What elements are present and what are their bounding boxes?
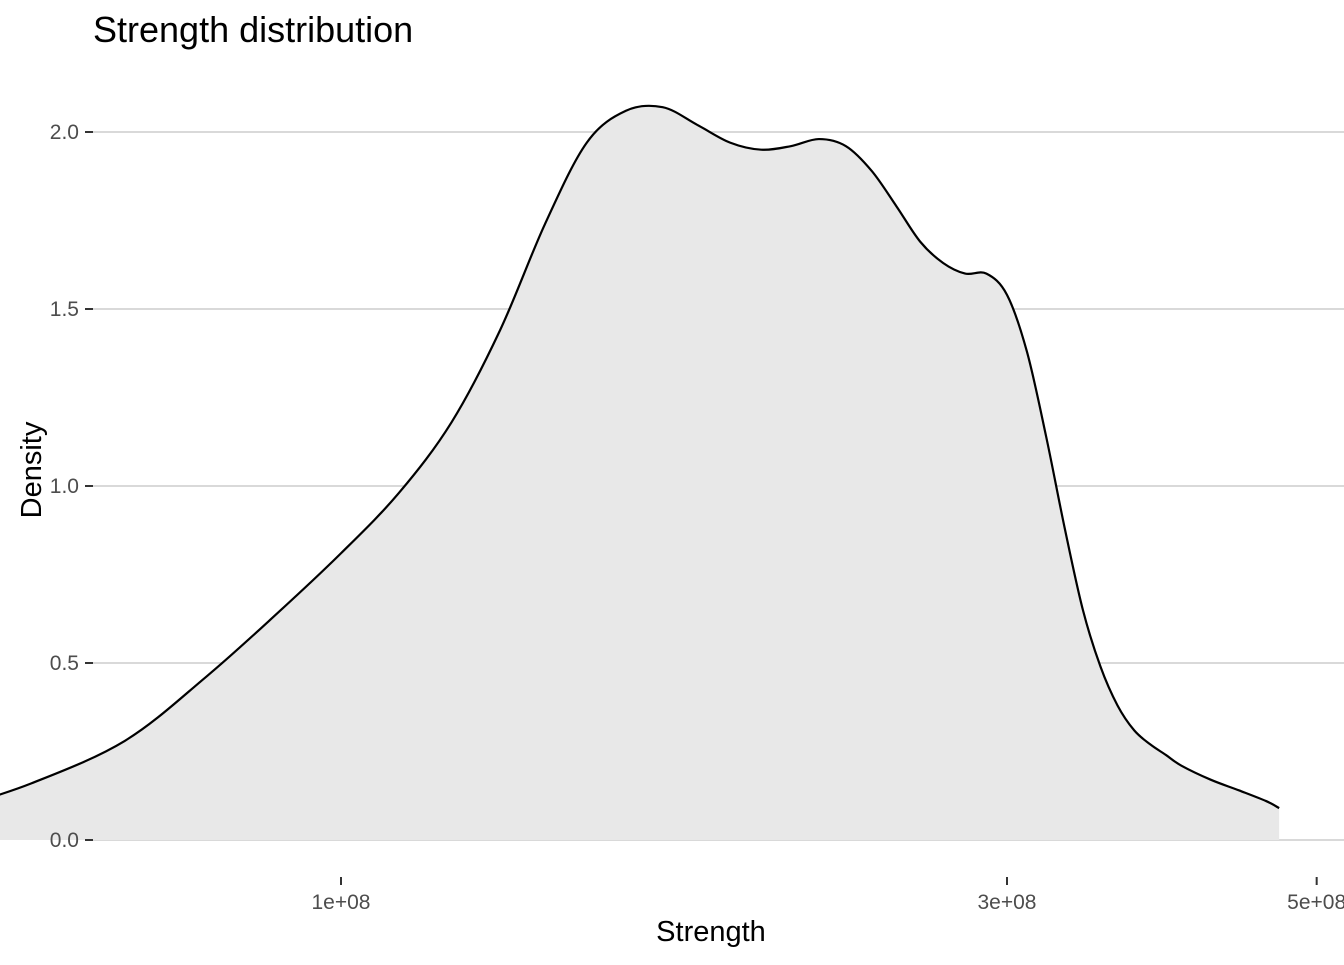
x-axis: 1e+08 3e+08 5e+08 — [312, 877, 1344, 914]
y-tick-label: 0.5 — [50, 652, 79, 675]
density-line — [0, 104, 1280, 810]
y-tick-label: 1.0 — [50, 475, 79, 498]
y-tick-label: 2.0 — [50, 121, 79, 144]
y-axis-title: Density — [16, 421, 48, 518]
x-tick-label: 5e+08 — [1287, 891, 1344, 914]
density-area-group — [0, 104, 1280, 840]
x-tick-label: 1e+08 — [312, 891, 371, 914]
y-tick-label: 1.5 — [50, 298, 79, 321]
chart-title: Strength distribution — [93, 9, 413, 50]
y-tick-label: 0.0 — [50, 829, 79, 852]
density-area — [0, 105, 1280, 840]
x-axis-title: Strength — [656, 916, 766, 948]
x-tick-label: 3e+08 — [978, 891, 1037, 914]
y-axis: 0.0 0.5 1.0 1.5 2.0 — [50, 121, 93, 852]
